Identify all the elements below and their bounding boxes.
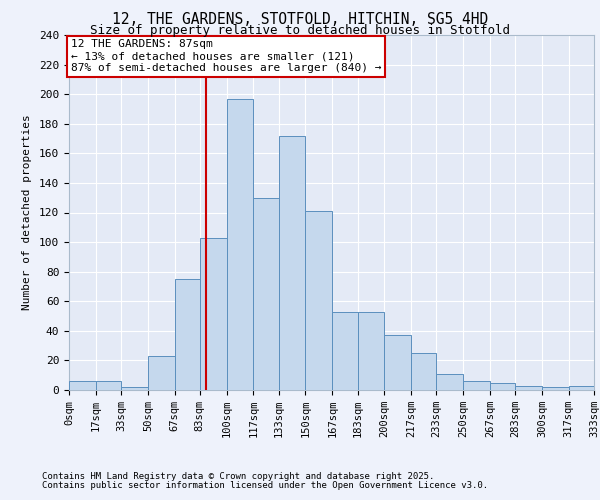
Bar xyxy=(490,382,515,390)
Bar xyxy=(227,98,253,390)
Bar xyxy=(332,312,358,390)
Bar xyxy=(69,381,96,390)
Bar xyxy=(569,386,594,390)
Bar xyxy=(411,353,436,390)
Bar xyxy=(436,374,463,390)
Bar xyxy=(148,356,175,390)
Bar xyxy=(121,387,148,390)
Text: Contains HM Land Registry data © Crown copyright and database right 2025.: Contains HM Land Registry data © Crown c… xyxy=(42,472,434,481)
Bar xyxy=(305,211,332,390)
Text: Size of property relative to detached houses in Stotfold: Size of property relative to detached ho… xyxy=(90,24,510,37)
Bar xyxy=(200,238,227,390)
Text: Contains public sector information licensed under the Open Government Licence v3: Contains public sector information licen… xyxy=(42,481,488,490)
Bar xyxy=(253,198,278,390)
Bar xyxy=(358,312,385,390)
Text: 12 THE GARDENS: 87sqm
← 13% of detached houses are smaller (121)
87% of semi-det: 12 THE GARDENS: 87sqm ← 13% of detached … xyxy=(71,40,381,72)
Y-axis label: Number of detached properties: Number of detached properties xyxy=(22,114,32,310)
Bar xyxy=(385,336,411,390)
Bar xyxy=(463,381,490,390)
Bar xyxy=(515,386,542,390)
Bar xyxy=(96,381,121,390)
Bar xyxy=(278,136,305,390)
Bar xyxy=(542,387,569,390)
Bar xyxy=(175,279,200,390)
Text: 12, THE GARDENS, STOTFOLD, HITCHIN, SG5 4HD: 12, THE GARDENS, STOTFOLD, HITCHIN, SG5 … xyxy=(112,12,488,28)
